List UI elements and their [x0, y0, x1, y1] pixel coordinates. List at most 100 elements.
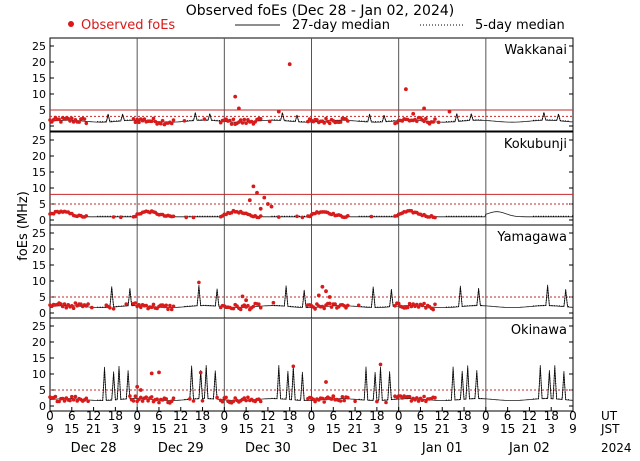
- observed-point: [300, 215, 305, 220]
- observed-point: [324, 380, 328, 384]
- y-tick-label: 5: [39, 291, 46, 304]
- y-tick-label: 10: [32, 182, 46, 195]
- observed-point: [171, 118, 176, 122]
- jst-tick-label: 9: [395, 422, 403, 436]
- median-5day-line: [532, 368, 570, 401]
- observed-point: [324, 289, 328, 294]
- observed-point: [119, 215, 123, 219]
- observed-point: [411, 111, 416, 116]
- jst-tick-label: 3: [460, 422, 468, 436]
- observed-point: [340, 395, 345, 399]
- observed-point: [57, 117, 61, 121]
- median-5day-line: [445, 368, 483, 401]
- observed-point: [422, 301, 426, 306]
- observed-point: [62, 399, 67, 403]
- observed-point: [84, 214, 89, 218]
- observed-point: [295, 214, 299, 219]
- y-tick-label: 15: [32, 166, 46, 179]
- observed-point: [251, 184, 256, 189]
- observed-point: [240, 121, 245, 125]
- observed-point: [57, 399, 61, 404]
- ut-tick-label: 0: [395, 409, 403, 423]
- y-tick-label: 5: [39, 384, 46, 397]
- observed-point: [128, 394, 132, 398]
- median-5day-line: [184, 368, 221, 400]
- panel-yamagawa: 0 5 10 15 20 25 Yamagawa: [32, 224, 574, 320]
- y-tick-label: 15: [32, 352, 46, 365]
- observed-point: [242, 396, 247, 400]
- observed-point: [433, 215, 437, 220]
- observed-point: [258, 305, 263, 310]
- observed-point: [327, 121, 332, 126]
- day-label: Dec 31: [332, 441, 378, 456]
- observed-point: [215, 395, 219, 400]
- observed-point: [231, 306, 236, 311]
- observed-point: [322, 400, 327, 404]
- observed-point: [86, 399, 90, 404]
- jst-label: JST: [600, 422, 620, 436]
- observed-point: [369, 214, 374, 219]
- observed-point: [184, 215, 188, 220]
- day-label: Dec 30: [245, 441, 291, 456]
- observed-point: [422, 106, 426, 111]
- jst-tick-label: 3: [199, 422, 207, 436]
- observed-point: [131, 117, 136, 121]
- observed-point: [431, 120, 436, 124]
- ut-tick-label: 18: [544, 409, 559, 423]
- jst-tick-label: 15: [413, 422, 428, 436]
- jst-tick-label: 15: [326, 422, 341, 436]
- observed-point: [238, 307, 243, 312]
- observed-point: [327, 295, 332, 299]
- observed-point: [409, 399, 414, 403]
- observed-point: [324, 116, 328, 121]
- y-tick-label: 10: [32, 368, 46, 381]
- observed-point: [315, 118, 319, 122]
- observed-point: [198, 370, 203, 375]
- jst-tick-label: 9: [46, 422, 54, 436]
- observed-point: [356, 303, 361, 308]
- observed-point: [149, 371, 154, 376]
- observed-point: [242, 117, 247, 122]
- observed-point: [229, 122, 234, 126]
- observed-point: [322, 121, 327, 125]
- observed-point: [415, 396, 419, 400]
- y-tick-label: 20: [32, 150, 46, 163]
- ut-tick-label: 6: [504, 409, 512, 423]
- observed-point: [338, 399, 343, 403]
- observed-point: [267, 119, 272, 124]
- jst-tick-label: 15: [64, 422, 79, 436]
- observed-point: [159, 121, 163, 126]
- ut-tick-label: 6: [329, 409, 337, 423]
- observed-point: [320, 284, 325, 289]
- legend-observed-marker: [68, 21, 74, 27]
- ut-tick-label: 0: [46, 409, 54, 423]
- observed-point: [90, 305, 94, 310]
- ut-tick-label: 12: [347, 409, 362, 423]
- observed-point: [433, 302, 437, 307]
- ut-tick-label: 6: [242, 409, 250, 423]
- observed-point: [276, 109, 281, 114]
- observed-point: [164, 303, 168, 308]
- observed-point: [144, 395, 148, 400]
- ut-tick-label: 0: [569, 409, 577, 423]
- ut-tick-label: 12: [522, 409, 537, 423]
- y-tick-label: 20: [32, 243, 46, 256]
- observed-point: [59, 120, 63, 124]
- observed-point: [353, 399, 357, 404]
- observed-point: [255, 190, 259, 195]
- observed-point: [168, 303, 172, 308]
- observed-point: [191, 215, 196, 220]
- panel-kokubunji: 0 5 10 15 20 25 Kokubunji: [32, 131, 574, 227]
- ut-tick-label: 6: [155, 409, 163, 423]
- y-tick-label: 25: [32, 320, 46, 333]
- observed-point: [266, 202, 270, 206]
- median-5day-line: [184, 112, 221, 122]
- observed-point: [144, 303, 148, 308]
- observed-point: [133, 394, 138, 399]
- observed-point: [269, 204, 274, 209]
- jst-tick-label: 3: [286, 422, 294, 436]
- median-5day-line: [532, 112, 570, 122]
- observed-point: [231, 399, 236, 404]
- y-tick-label: 5: [39, 104, 46, 117]
- ut-tick-label: 18: [456, 409, 471, 423]
